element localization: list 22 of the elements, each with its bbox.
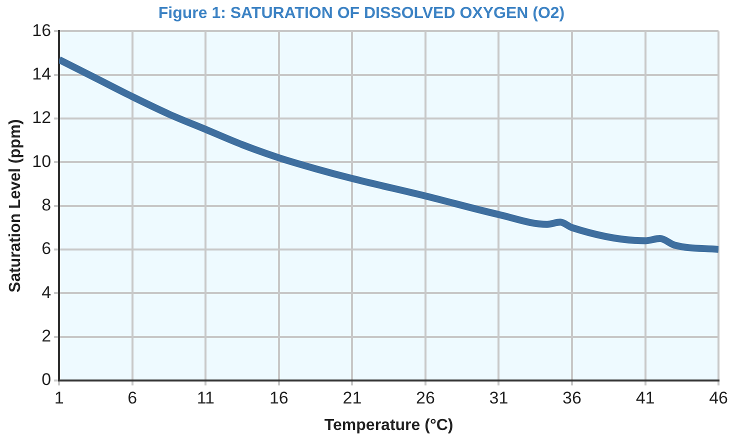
x-tick-label: 41 [636,388,655,408]
x-tick-label: 31 [489,388,508,408]
x-tick-label: 1 [54,388,64,408]
y-axis-title: Saturation Level (ppm) [7,119,24,292]
x-tick-label: 21 [342,388,362,408]
chart-title: Figure 1: SATURATION OF DISSOLVED OXYGEN (O2) [158,5,565,22]
y-tick-label: 12 [32,108,52,128]
y-tick-label: 14 [32,64,52,84]
y-tick-label: 16 [32,20,52,40]
x-tick-label: 46 [709,388,728,408]
x-tick-label: 11 [196,388,214,408]
x-tick-label: 16 [269,388,288,408]
x-tick-label: 36 [562,388,582,408]
y-tick-label: 2 [42,326,52,346]
y-tick-label: 6 [42,239,52,258]
y-tick-label: 10 [32,152,52,171]
x-axis-title: Temperature (°C) [324,416,454,434]
x-tick-label: 26 [416,388,435,408]
y-tick-label: 4 [42,282,52,302]
x-tick-label: 6 [128,388,138,408]
y-tick-label: 8 [42,195,52,214]
y-tick-label: 0 [42,370,52,390]
